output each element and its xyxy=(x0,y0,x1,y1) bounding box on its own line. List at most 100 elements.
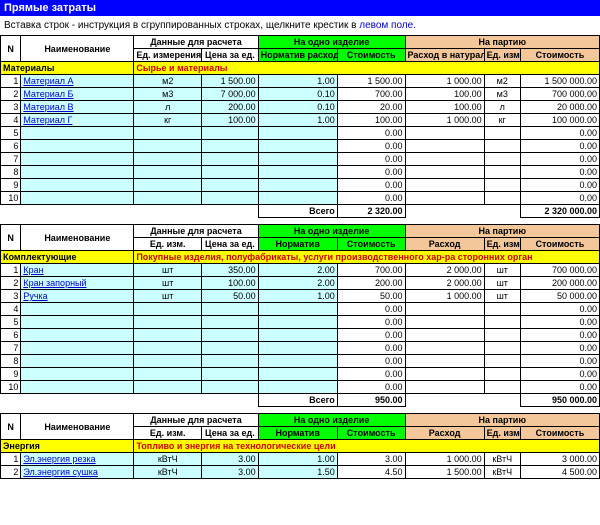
cell-norm[interactable]: 2.00 xyxy=(258,277,337,290)
cell-rash xyxy=(405,329,484,342)
item-name-link[interactable]: Эл.энергия резка xyxy=(21,453,134,466)
cell-unit[interactable] xyxy=(134,355,202,368)
cell-unit[interactable]: м2 xyxy=(134,75,202,88)
cell-rash xyxy=(405,355,484,368)
cell-norm[interactable]: 0.10 xyxy=(258,101,337,114)
item-name-empty[interactable] xyxy=(21,303,134,316)
cell-norm[interactable] xyxy=(258,140,337,153)
total-row: Всего 2 320.00 2 320 000.00 xyxy=(1,205,600,218)
cell-unit[interactable] xyxy=(134,192,202,205)
item-name-empty[interactable] xyxy=(21,179,134,192)
cell-norm[interactable]: 0.10 xyxy=(258,88,337,101)
cell-unit[interactable] xyxy=(134,166,202,179)
cell-norm[interactable] xyxy=(258,192,337,205)
item-name-link[interactable]: Кран xyxy=(21,264,134,277)
cell-norm[interactable] xyxy=(258,127,337,140)
cell-price[interactable] xyxy=(202,166,259,179)
item-name-empty[interactable] xyxy=(21,316,134,329)
cell-price[interactable]: 100.00 xyxy=(202,114,259,127)
cell-unit[interactable] xyxy=(134,140,202,153)
cell-unit[interactable]: шт xyxy=(134,290,202,303)
cell-unit[interactable] xyxy=(134,153,202,166)
cell-norm[interactable]: 1.00 xyxy=(258,114,337,127)
cell-unit2 xyxy=(484,179,520,192)
cell-unit[interactable] xyxy=(134,381,202,394)
cell-unit[interactable] xyxy=(134,179,202,192)
cell-norm[interactable] xyxy=(258,303,337,316)
cell-price[interactable]: 350.00 xyxy=(202,264,259,277)
cell-price[interactable]: 100.00 xyxy=(202,277,259,290)
cell-norm[interactable] xyxy=(258,153,337,166)
cell-norm[interactable]: 1.00 xyxy=(258,453,337,466)
cell-price[interactable]: 3.00 xyxy=(202,466,259,479)
section-subtitle: Топливо и энергия на технологические цел… xyxy=(134,440,600,453)
item-name-empty[interactable] xyxy=(21,368,134,381)
item-name-link[interactable]: Материал В xyxy=(21,101,134,114)
item-name-link[interactable]: Материал Б xyxy=(21,88,134,101)
cell-price[interactable]: 7 000.00 xyxy=(202,88,259,101)
item-name-empty[interactable] xyxy=(21,127,134,140)
item-name-link[interactable]: Кран запорный xyxy=(21,277,134,290)
cell-rash: 1 500.00 xyxy=(405,466,484,479)
cell-norm[interactable]: 2.00 xyxy=(258,264,337,277)
cell-price[interactable] xyxy=(202,127,259,140)
cell-unit[interactable]: л xyxy=(134,101,202,114)
cell-norm[interactable]: 1.00 xyxy=(258,290,337,303)
cell-norm[interactable] xyxy=(258,166,337,179)
item-name-empty[interactable] xyxy=(21,153,134,166)
cell-norm[interactable]: 1.50 xyxy=(258,466,337,479)
cell-rash xyxy=(405,153,484,166)
cell-unit[interactable] xyxy=(134,329,202,342)
cell-unit[interactable]: кг xyxy=(134,114,202,127)
cell-norm[interactable] xyxy=(258,355,337,368)
cell-price[interactable] xyxy=(202,316,259,329)
item-name-empty[interactable] xyxy=(21,342,134,355)
cell-price[interactable] xyxy=(202,368,259,381)
col-cost1: Стоимость xyxy=(337,427,405,440)
cell-cost2: 0.00 xyxy=(520,192,599,205)
cell-price[interactable] xyxy=(202,355,259,368)
item-name-empty[interactable] xyxy=(21,329,134,342)
cell-price[interactable] xyxy=(202,342,259,355)
cell-norm[interactable]: 1.00 xyxy=(258,75,337,88)
cell-unit[interactable] xyxy=(134,316,202,329)
item-name-link[interactable]: Материал Г xyxy=(21,114,134,127)
item-name-link[interactable]: Материал А xyxy=(21,75,134,88)
row-num: 10 xyxy=(1,381,21,394)
item-name-empty[interactable] xyxy=(21,166,134,179)
item-name-link[interactable]: Эл.энергия сушка xyxy=(21,466,134,479)
cell-price[interactable] xyxy=(202,140,259,153)
cell-price[interactable] xyxy=(202,192,259,205)
cell-unit[interactable]: кВтЧ xyxy=(134,466,202,479)
col-price: Цена за ед. xyxy=(202,49,259,62)
cell-price[interactable] xyxy=(202,179,259,192)
cell-unit[interactable] xyxy=(134,368,202,381)
cell-unit[interactable]: шт xyxy=(134,277,202,290)
cell-price[interactable]: 1 500.00 xyxy=(202,75,259,88)
item-name-empty[interactable] xyxy=(21,355,134,368)
cell-norm[interactable] xyxy=(258,316,337,329)
cell-unit[interactable] xyxy=(134,127,202,140)
cell-price[interactable] xyxy=(202,329,259,342)
cell-norm[interactable] xyxy=(258,329,337,342)
cell-price[interactable] xyxy=(202,303,259,316)
cell-price[interactable]: 3.00 xyxy=(202,453,259,466)
item-name-empty[interactable] xyxy=(21,192,134,205)
cell-price[interactable]: 50.00 xyxy=(202,290,259,303)
cell-unit[interactable]: кВтЧ xyxy=(134,453,202,466)
cell-price[interactable] xyxy=(202,153,259,166)
item-name-link[interactable]: Ручка xyxy=(21,290,134,303)
cell-unit[interactable]: шт xyxy=(134,264,202,277)
cell-norm[interactable] xyxy=(258,381,337,394)
row-num: 3 xyxy=(1,290,21,303)
cell-unit[interactable]: м3 xyxy=(134,88,202,101)
cell-norm[interactable] xyxy=(258,179,337,192)
cell-norm[interactable] xyxy=(258,368,337,381)
cell-unit[interactable] xyxy=(134,342,202,355)
item-name-empty[interactable] xyxy=(21,381,134,394)
cell-price[interactable] xyxy=(202,381,259,394)
item-name-empty[interactable] xyxy=(21,140,134,153)
cell-norm[interactable] xyxy=(258,342,337,355)
cell-price[interactable]: 200.00 xyxy=(202,101,259,114)
cell-unit[interactable] xyxy=(134,303,202,316)
